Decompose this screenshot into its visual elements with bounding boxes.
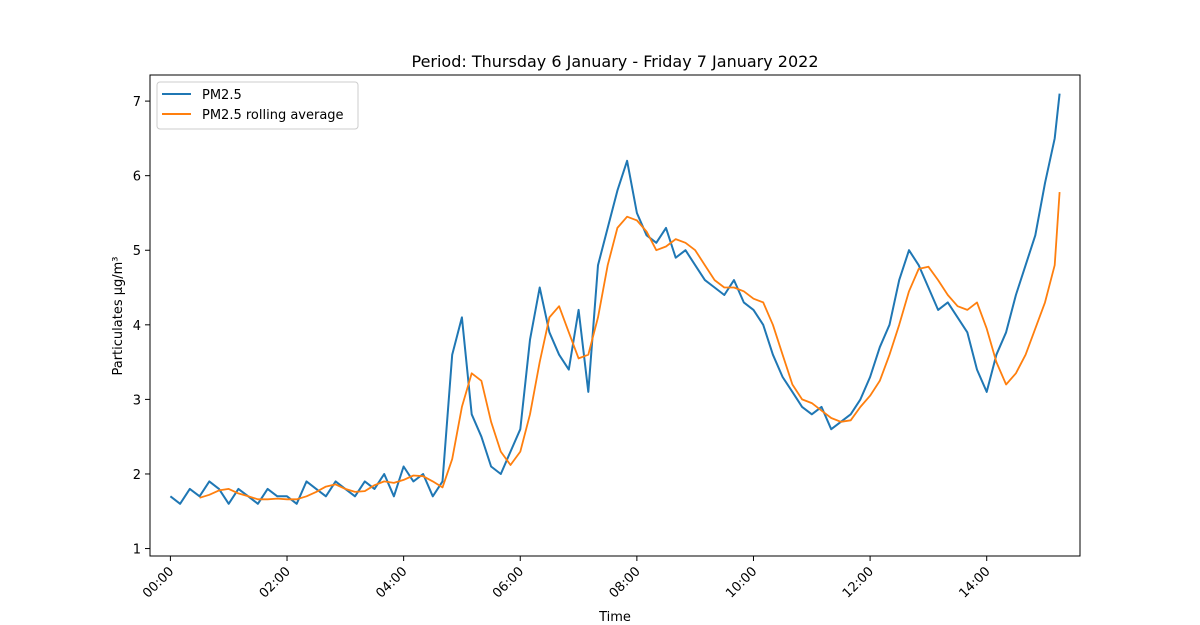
y-tick-label: 4 — [133, 319, 141, 334]
y-tick-label: 7 — [133, 95, 141, 110]
y-tick-label: 2 — [133, 468, 141, 483]
series-layer — [169, 93, 1061, 505]
legend-frame — [156, 81, 359, 130]
series-line-rolling-average — [199, 192, 1061, 501]
chart-title: Period: Thursday 6 January - Friday 7 Ja… — [411, 52, 818, 71]
y-tick-label: 3 — [133, 393, 141, 408]
y-axis-label: Particulates µg/m³ — [111, 256, 126, 375]
y-tick-label: 6 — [133, 170, 141, 185]
series-line-pm25 — [169, 93, 1061, 505]
y-tick-label: 1 — [133, 543, 141, 558]
x-axis-label: Time — [598, 610, 631, 625]
y-axis: 1 2 3 4 5 6 7 — [133, 95, 150, 558]
legend-label-rolling-average: PM2.5 rolling average — [202, 108, 344, 123]
y-tick-label: 5 — [133, 244, 141, 259]
legend-label-pm25: PM2.5 — [202, 88, 242, 103]
legend: PM2.5 PM2.5 rolling average — [156, 81, 359, 130]
